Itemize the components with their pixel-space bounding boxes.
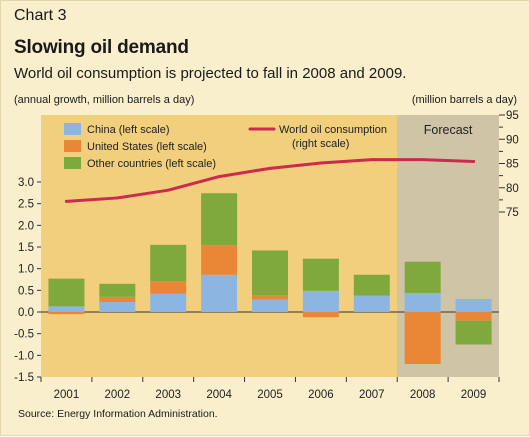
legend-swatch-china (64, 123, 81, 135)
bar-other-2003 (150, 244, 187, 282)
bar-us-2001 (48, 312, 85, 315)
bar-china-2008 (404, 292, 441, 312)
legend-label-world: World oil consumption (279, 124, 387, 136)
bar-other-2007 (353, 274, 390, 296)
bar-china-2002 (99, 302, 136, 312)
bar-other-2009 (455, 320, 492, 345)
left-axis-tick-label: 0.0 (18, 307, 34, 319)
bar-other-2006 (302, 258, 339, 291)
bar-other-2004 (201, 193, 238, 246)
left-axis-tick-label: 1.5 (18, 242, 34, 254)
chart-title: Slowing oil demand (14, 37, 189, 58)
right-axis-tick-label: 85 (506, 159, 519, 171)
world-consumption-point-2004 (217, 175, 221, 179)
bar-us-2002 (99, 296, 136, 303)
bar-china-2004 (201, 274, 238, 312)
world-consumption-point-2002 (115, 196, 119, 200)
bar-us-2005 (252, 295, 288, 300)
bar-other-2008 (404, 261, 441, 293)
left-axis-tick-label: -1.5 (14, 372, 34, 384)
bar-us-2003 (150, 281, 187, 294)
x-axis-tick-label: 2009 (461, 389, 487, 401)
bar-china-2006 (302, 290, 339, 312)
bar-china-2005 (252, 299, 288, 312)
right-axis-tick-label: 95 (506, 110, 519, 122)
x-axis-tick-label: 2002 (105, 389, 131, 401)
bar-china-2007 (353, 295, 390, 312)
legend-label-china: China (left scale) (87, 124, 170, 136)
left-axis-tick-label: 0.5 (18, 285, 34, 297)
world-consumption-point-2009 (472, 160, 476, 164)
left-axis-tick-label: 3.0 (18, 177, 34, 189)
x-axis-tick-label: 2005 (257, 389, 283, 401)
bar-other-2005 (252, 250, 288, 296)
legend-label-other: Other countries (left scale) (87, 158, 216, 170)
legend-label-world-scale: (right scale) (292, 138, 349, 150)
bar-china-2003 (150, 293, 187, 312)
world-consumption-point-2003 (166, 188, 170, 192)
bar-us-2006 (302, 312, 339, 318)
legend-swatch-other (64, 157, 81, 169)
right-axis-tick-label: 80 (506, 183, 519, 195)
bar-china-2001 (48, 306, 85, 312)
legend-swatch-us (64, 140, 81, 152)
x-axis-tick-label: 2003 (155, 389, 181, 401)
left-axis-unit-label: (annual growth, million barrels a day) (14, 94, 195, 106)
x-axis-tick-label: 2007 (359, 389, 385, 401)
right-axis-tick-label: 90 (506, 134, 519, 146)
x-axis-tick-label: 2008 (410, 389, 436, 401)
left-axis-tick-label: 1.0 (18, 264, 34, 276)
bar-us-2008 (404, 312, 441, 364)
right-axis-unit-label: (million barrels a day) (411, 94, 517, 106)
right-axis-tick-label: 75 (506, 207, 519, 219)
bar-us-2004 (201, 245, 238, 275)
left-axis-tick-label: 2.0 (18, 220, 34, 232)
world-consumption-point-2005 (268, 166, 272, 170)
chart-subtitle: World oil consumption is projected to fa… (14, 65, 407, 82)
forecast-label: Forecast (424, 123, 473, 137)
left-axis-tick-label: -1.0 (14, 350, 34, 362)
bar-other-2001 (48, 278, 85, 307)
x-axis-tick-label: 2006 (308, 389, 334, 401)
bar-china-2009 (455, 299, 492, 312)
bar-other-2002 (99, 283, 136, 297)
legend-label-us: United States (left scale) (87, 141, 207, 153)
world-consumption-point-2007 (370, 158, 374, 162)
x-axis-tick-label: 2001 (54, 389, 80, 401)
left-axis-tick-label: 2.5 (18, 199, 34, 211)
world-consumption-point-2006 (319, 161, 323, 165)
world-consumption-point-2008 (421, 158, 425, 162)
chart-number-label: Chart 3 (14, 7, 67, 24)
world-consumption-point-2001 (64, 199, 68, 203)
source-note: Source: Energy Information Administratio… (18, 408, 218, 420)
x-axis-tick-label: 2004 (206, 389, 232, 401)
bar-us-2009 (455, 312, 492, 321)
left-axis-tick-label: -0.5 (14, 329, 34, 341)
